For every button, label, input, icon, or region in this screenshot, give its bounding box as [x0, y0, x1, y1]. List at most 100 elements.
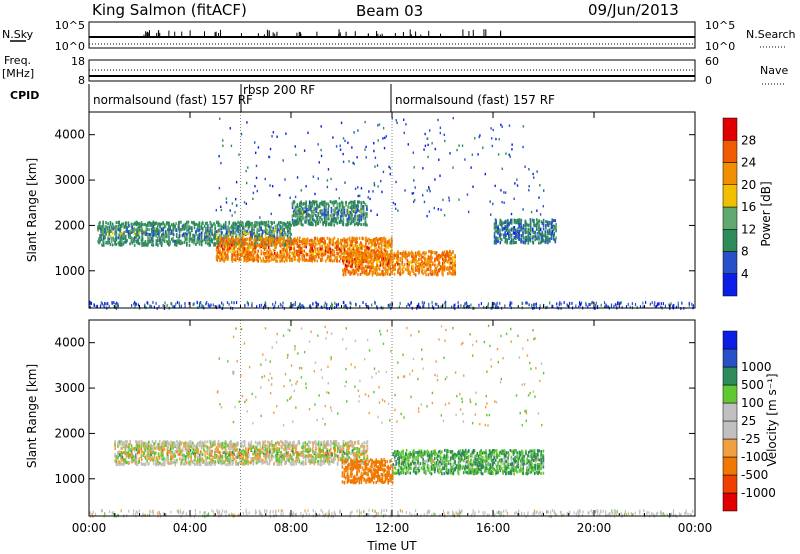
heatmap-cell	[370, 264, 373, 268]
heatmap-cell	[527, 238, 530, 242]
heatmap-cell	[363, 271, 365, 275]
heatmap-cell	[426, 268, 429, 272]
heatmap-cell	[525, 238, 528, 242]
heatmap-cell	[323, 215, 326, 219]
heatmap-cell	[166, 240, 169, 244]
heatmap-cell	[347, 252, 350, 256]
heatmap-cell	[398, 262, 401, 266]
heatmap-cell	[290, 238, 292, 242]
heatmap-cell	[151, 239, 154, 243]
heatmap-cell	[184, 302, 186, 306]
heatmap-cell	[219, 237, 221, 241]
heatmap-cell	[409, 271, 411, 275]
heatmap-cell	[376, 257, 378, 261]
heatmap-cell	[389, 242, 392, 246]
heatmap-cell	[118, 220, 121, 224]
heatmap-cell	[390, 241, 393, 245]
heatmap-cell	[358, 255, 361, 259]
heatmap-cell	[324, 246, 327, 250]
heatmap-cell	[300, 217, 303, 221]
heatmap-cell	[361, 271, 363, 275]
heatmap-cell	[421, 255, 423, 259]
heatmap-cell	[627, 302, 629, 306]
heatmap-cell	[119, 237, 121, 241]
heatmap-cell	[156, 239, 159, 243]
heatmap-cell	[349, 210, 352, 214]
heatmap-cell	[299, 214, 301, 218]
heatmap-cell	[227, 230, 230, 234]
heatmap-cell	[585, 303, 587, 307]
heatmap-cell	[214, 242, 217, 246]
heatmap-cell	[317, 213, 320, 217]
heatmap-cell	[297, 215, 300, 219]
heatmap-cell	[413, 257, 415, 261]
heatmap-cell	[292, 221, 295, 225]
heatmap-cell	[328, 239, 331, 243]
heatmap-cell	[363, 257, 366, 261]
heatmap-cell	[204, 235, 207, 239]
heatmap-cell	[552, 304, 554, 308]
heatmap-cell	[375, 250, 378, 254]
heatmap-cell	[493, 227, 496, 231]
heatmap-cell	[364, 223, 367, 227]
heatmap-cell	[230, 236, 233, 240]
heatmap-cell	[673, 303, 675, 307]
heatmap-cell	[168, 226, 170, 230]
heatmap-cell	[333, 202, 336, 206]
heatmap-cell	[201, 221, 204, 225]
heatmap-cell	[323, 253, 325, 257]
heatmap-cell	[529, 234, 532, 238]
heatmap-cell	[193, 220, 195, 224]
heatmap-cell	[200, 243, 203, 247]
heatmap-cell	[358, 200, 361, 204]
heatmap-cell	[360, 212, 363, 216]
heatmap-cell	[302, 207, 304, 211]
heatmap-cell	[428, 302, 430, 306]
heatmap-cell	[454, 266, 456, 270]
heatmap-cell	[441, 254, 444, 258]
heatmap-cell	[352, 252, 355, 256]
heatmap-cell	[370, 258, 373, 262]
heatmap-cell	[363, 260, 366, 264]
heatmap-cell	[275, 258, 277, 262]
heatmap-cell	[279, 233, 282, 237]
heatmap-cell	[426, 257, 429, 261]
heatmap-cell	[266, 230, 269, 234]
heatmap-cell	[548, 239, 551, 243]
freq-tick-bottom: 8	[78, 74, 85, 87]
heatmap-cell	[333, 249, 336, 253]
heatmap-cell	[371, 242, 373, 246]
heatmap-cell	[513, 226, 516, 230]
heatmap-cell	[437, 305, 440, 309]
heatmap-cell	[263, 251, 265, 255]
heatmap-cell	[309, 223, 312, 227]
heatmap-cell	[244, 253, 247, 257]
heatmap-cell	[115, 242, 118, 246]
heatmap-cell	[541, 239, 544, 243]
heatmap-cell	[411, 192, 414, 195]
heatmap-cell	[229, 249, 231, 253]
heatmap-cell	[515, 234, 517, 238]
heatmap-cell	[227, 241, 230, 245]
heatmap-cell	[355, 207, 358, 211]
heatmap-cell	[351, 217, 353, 221]
heatmap-cell	[432, 261, 434, 265]
heatmap-cell	[416, 267, 419, 271]
heatmap-cell	[249, 251, 251, 255]
heatmap-cell	[447, 260, 449, 264]
heatmap-cell	[239, 243, 242, 247]
heatmap-cell	[546, 305, 548, 309]
heatmap-cell	[279, 302, 281, 306]
heatmap-cell	[242, 226, 244, 230]
heatmap-cell	[143, 229, 145, 233]
heatmap-cell	[312, 214, 314, 218]
heatmap-cell	[296, 241, 299, 245]
heatmap-cell	[189, 231, 192, 235]
heatmap-cell	[388, 243, 391, 247]
heatmap-cell	[257, 259, 260, 263]
heatmap-cell	[369, 259, 372, 263]
heatmap-cell	[221, 301, 223, 305]
heatmap-cell	[151, 227, 153, 231]
heatmap-cell	[366, 208, 368, 212]
heatmap-cell	[524, 241, 527, 245]
